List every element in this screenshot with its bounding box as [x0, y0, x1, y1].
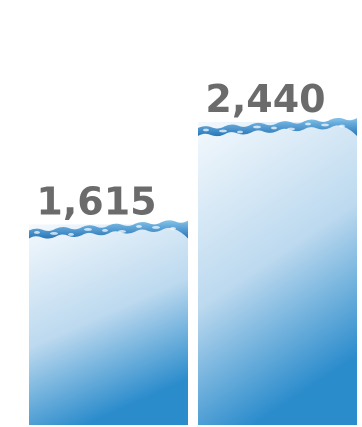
water-highlight: [136, 225, 142, 228]
water-highlight: [219, 129, 227, 133]
water-highlight: [339, 124, 345, 128]
bar-value-label: 1,615: [36, 179, 156, 223]
bar-water-body: [29, 224, 188, 425]
water-highlight: [152, 226, 160, 229]
bar-1: 1,615: [29, 179, 188, 425]
water-highlight: [102, 229, 108, 232]
water-highlight: [50, 232, 58, 235]
water-highlight: [271, 126, 277, 130]
water-highlight: [305, 122, 311, 126]
water-highlight: [237, 130, 243, 134]
water-highlight: [34, 231, 40, 234]
water-highlight: [68, 233, 74, 236]
bar-water-body: [198, 122, 357, 425]
bar-value-label: 2,440: [205, 77, 325, 121]
water-highlight: [84, 228, 92, 231]
water-highlight: [287, 127, 295, 131]
water-highlight: [253, 125, 261, 129]
water-highlight: [321, 123, 329, 127]
water-highlight: [170, 227, 176, 230]
bar-2: 2,440: [198, 77, 357, 425]
water-highlight: [118, 230, 126, 233]
bars-group: 1,615 2,440: [29, 77, 357, 425]
water-highlight: [203, 128, 209, 132]
